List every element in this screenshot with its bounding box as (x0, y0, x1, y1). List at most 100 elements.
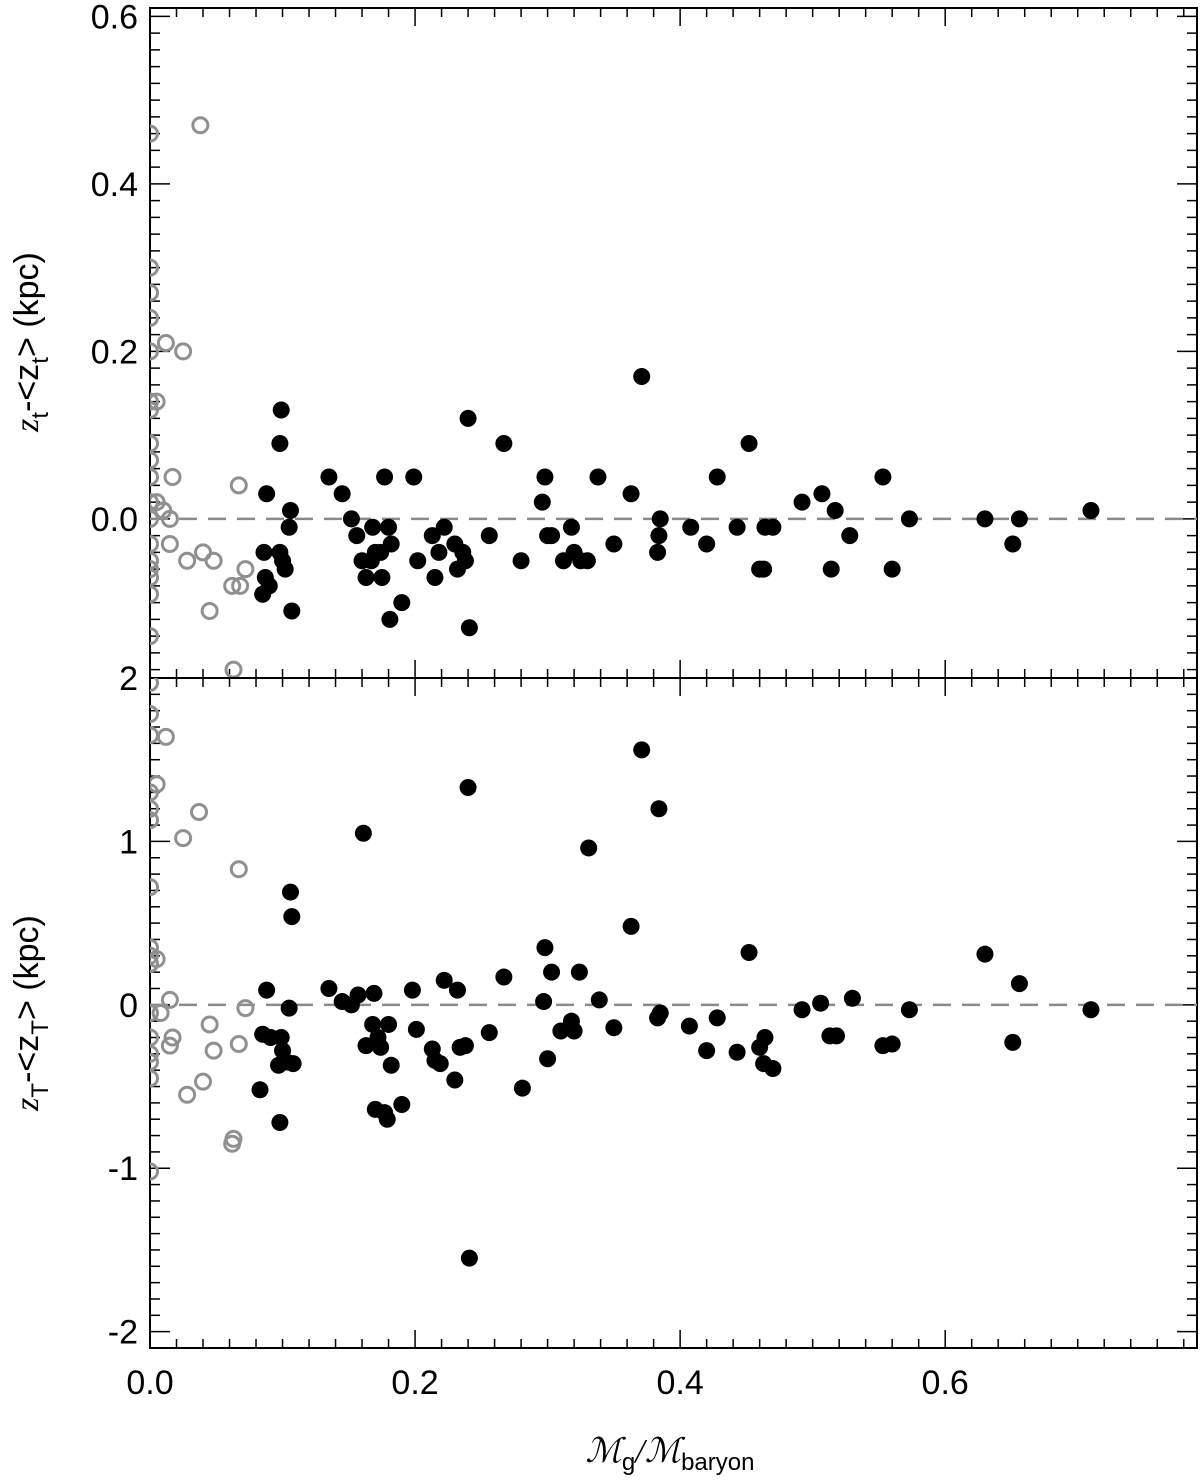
bottom-open-marker (150, 1044, 159, 1063)
top-open-marker (150, 585, 159, 604)
bottom-open-marker (229, 1035, 248, 1054)
xlabel-slash: / (633, 1433, 648, 1470)
top-open-marker (150, 451, 159, 470)
top-y-tick-label: 0.0 (91, 501, 138, 539)
bottom-y-tick-label: -2 (108, 1314, 138, 1352)
bottom-filled-marker (435, 971, 453, 989)
top-open-marker (229, 476, 248, 495)
bottom-filled-marker (883, 1035, 901, 1053)
bottom-filled-marker (393, 1096, 411, 1114)
top-filled-marker (633, 368, 651, 385)
bottom-open-marker (224, 1129, 243, 1148)
bottom-y-tick-label: -1 (108, 1150, 138, 1188)
top-filled-marker (255, 543, 273, 561)
bottom-open-marker (160, 1036, 179, 1055)
top-open-marker (224, 660, 243, 678)
bottom-open-marker (236, 999, 255, 1018)
bottom-plot-frame (149, 677, 1198, 1349)
bottom-filled-marker (251, 1081, 269, 1099)
bottom-filled-marker (740, 944, 758, 962)
xlabel-sub1: g (622, 1449, 635, 1476)
top-open-marker (160, 509, 179, 528)
top-filled-marker (382, 535, 400, 553)
top-open-marker (150, 468, 159, 486)
top-filled-marker (589, 468, 607, 486)
top-filled-marker (793, 493, 811, 511)
bottom-filled-marker (382, 1056, 400, 1074)
top-filled-marker (562, 518, 580, 536)
top-panel: 0.0 0.2 0.4 0.6 (91, 0, 1198, 679)
top-filled-marker (1004, 535, 1022, 553)
top-open-marker (150, 392, 159, 411)
bottom-data-points (150, 678, 1100, 1267)
bottom-open-marker (174, 829, 193, 848)
bottom-open-marker (150, 1028, 159, 1047)
top-filled-marker (409, 552, 427, 570)
bottom-filled-marker (812, 994, 830, 1012)
top-filled-marker (976, 510, 994, 528)
top-open-marker (163, 468, 182, 486)
bottom-filled-marker (283, 908, 301, 926)
bottom-open-marker (150, 811, 159, 830)
bottom-filled-marker (570, 963, 588, 981)
top-filled-marker (650, 527, 668, 545)
bottom-filled-marker (828, 1027, 846, 1045)
top-filled-marker (512, 552, 530, 570)
top-open-marker (150, 392, 166, 411)
bottom-open-marker (150, 1004, 159, 1022)
top-open-marker (150, 283, 159, 302)
bottom-filled-marker (365, 984, 383, 1002)
top-data-points (150, 116, 1100, 678)
top-open-marker (150, 493, 159, 512)
top-filled-marker (348, 527, 366, 545)
top-filled-marker (376, 468, 394, 486)
bottom-filled-marker (446, 1071, 464, 1089)
bottom-filled-marker (1010, 975, 1028, 993)
top-open-marker (200, 602, 219, 620)
bottom-open-marker (150, 954, 159, 973)
bottom-filled-marker (708, 1009, 726, 1027)
top-filled-marker (698, 535, 716, 553)
top-filled-marker (357, 569, 375, 586)
bottom-open-marker (150, 938, 159, 957)
bottom-y-tick-label: 0 (119, 987, 138, 1025)
bottom-filled-marker (513, 1079, 531, 1097)
top-filled-marker (1082, 502, 1100, 519)
x-tick-label: 0.0 (126, 1364, 173, 1402)
top-y-tick-label: 0.4 (91, 166, 138, 204)
top-filled-marker (764, 518, 782, 536)
top-open-marker (204, 551, 223, 570)
bottom-filled-marker (357, 1037, 375, 1055)
x-tick-label: 0.4 (656, 1364, 703, 1402)
bottom-filled-marker (372, 1038, 390, 1056)
bottom-filled-marker (539, 1050, 557, 1068)
bottom-ylabel-var: z (9, 1098, 46, 1112)
top-filled-marker (435, 518, 453, 536)
bottom-ylabel-tail: > (kpc) (8, 915, 46, 1020)
bottom-filled-marker (459, 778, 477, 796)
top-ylabel-tail: > (kpc) (8, 252, 46, 357)
bottom-filled-marker (460, 1249, 478, 1267)
top-filled-marker (651, 510, 669, 528)
top-filled-marker (900, 510, 918, 528)
top-filled-marker (260, 577, 278, 595)
bottom-filled-marker (536, 939, 554, 957)
bottom-filled-marker (480, 1024, 498, 1042)
bottom-filled-marker (605, 1019, 623, 1037)
bottom-open-marker (190, 803, 209, 821)
top-open-marker (150, 560, 159, 579)
top-open-marker (156, 334, 175, 352)
top-filled-marker (682, 518, 700, 536)
bottom-filled-marker (495, 968, 513, 986)
bottom-open-marker (163, 1028, 182, 1047)
top-filled-marker (380, 518, 398, 536)
top-filled-marker (342, 510, 360, 528)
top-ylabel-mid: -<z (8, 364, 46, 412)
top-filled-marker (423, 527, 441, 545)
top-filled-marker (364, 518, 382, 536)
top-filled-marker (283, 602, 301, 620)
bottom-open-marker (229, 860, 248, 879)
bottom-filled-marker (565, 1022, 583, 1040)
bottom-ylabel-sub2: T (27, 1020, 54, 1035)
bottom-filled-marker (651, 1004, 669, 1022)
